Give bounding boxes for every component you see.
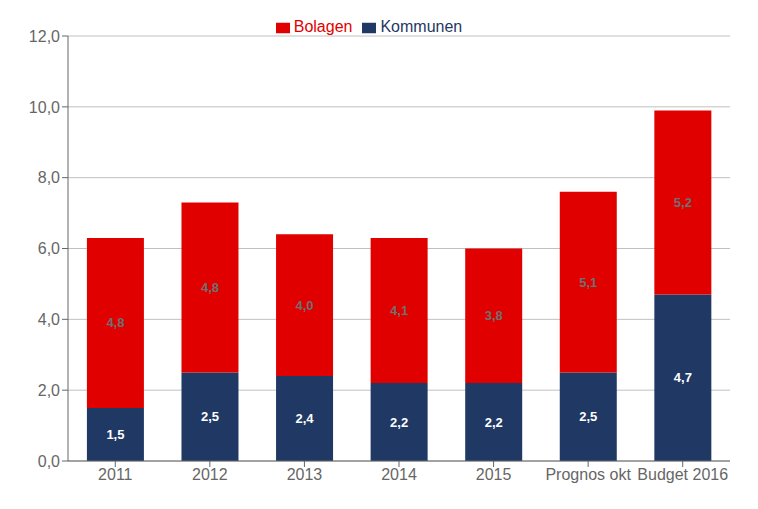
svg-text:10,0: 10,0 — [29, 99, 60, 116]
svg-text:2015: 2015 — [476, 466, 512, 483]
svg-text:5,1: 5,1 — [579, 275, 597, 290]
html-text:Bolagen: Bolagen — [293, 18, 353, 35]
svg-text:Budget 2016: Budget 2016 — [637, 466, 728, 483]
svg-text:2,0: 2,0 — [38, 382, 60, 399]
svg-text:2,4: 2,4 — [296, 411, 315, 426]
svg-text:8,0: 8,0 — [38, 169, 60, 186]
svg-text:4,1: 4,1 — [390, 303, 408, 318]
svg-text:2013: 2013 — [287, 466, 323, 483]
svg-text:0,0: 0,0 — [38, 453, 60, 470]
svg-text:6,0: 6,0 — [38, 240, 60, 257]
svg-text:3,8: 3,8 — [485, 308, 503, 323]
svg-text:2011: 2011 — [98, 466, 133, 483]
svg-text:4,7: 4,7 — [674, 370, 692, 385]
svg-text:2014: 2014 — [381, 466, 417, 483]
svg-text:2,5: 2,5 — [579, 409, 597, 424]
svg-text:2,5: 2,5 — [201, 409, 219, 424]
svg-text:Prognos okt: Prognos okt — [545, 466, 631, 483]
svg-text:2,2: 2,2 — [390, 415, 408, 430]
svg-text:4,0: 4,0 — [296, 298, 314, 313]
svg-text:4,8: 4,8 — [106, 315, 124, 330]
svg-text:12,0: 12,0 — [29, 28, 60, 45]
svg-text:5,2: 5,2 — [674, 195, 692, 210]
svg-text:1,5: 1,5 — [106, 427, 124, 442]
svg-text:2,2: 2,2 — [485, 415, 503, 430]
svg-text:2012: 2012 — [192, 466, 228, 483]
svg-text:4,8: 4,8 — [201, 280, 219, 295]
svg-text:4,0: 4,0 — [38, 311, 60, 328]
html-text:Kommunen: Kommunen — [380, 18, 463, 35]
